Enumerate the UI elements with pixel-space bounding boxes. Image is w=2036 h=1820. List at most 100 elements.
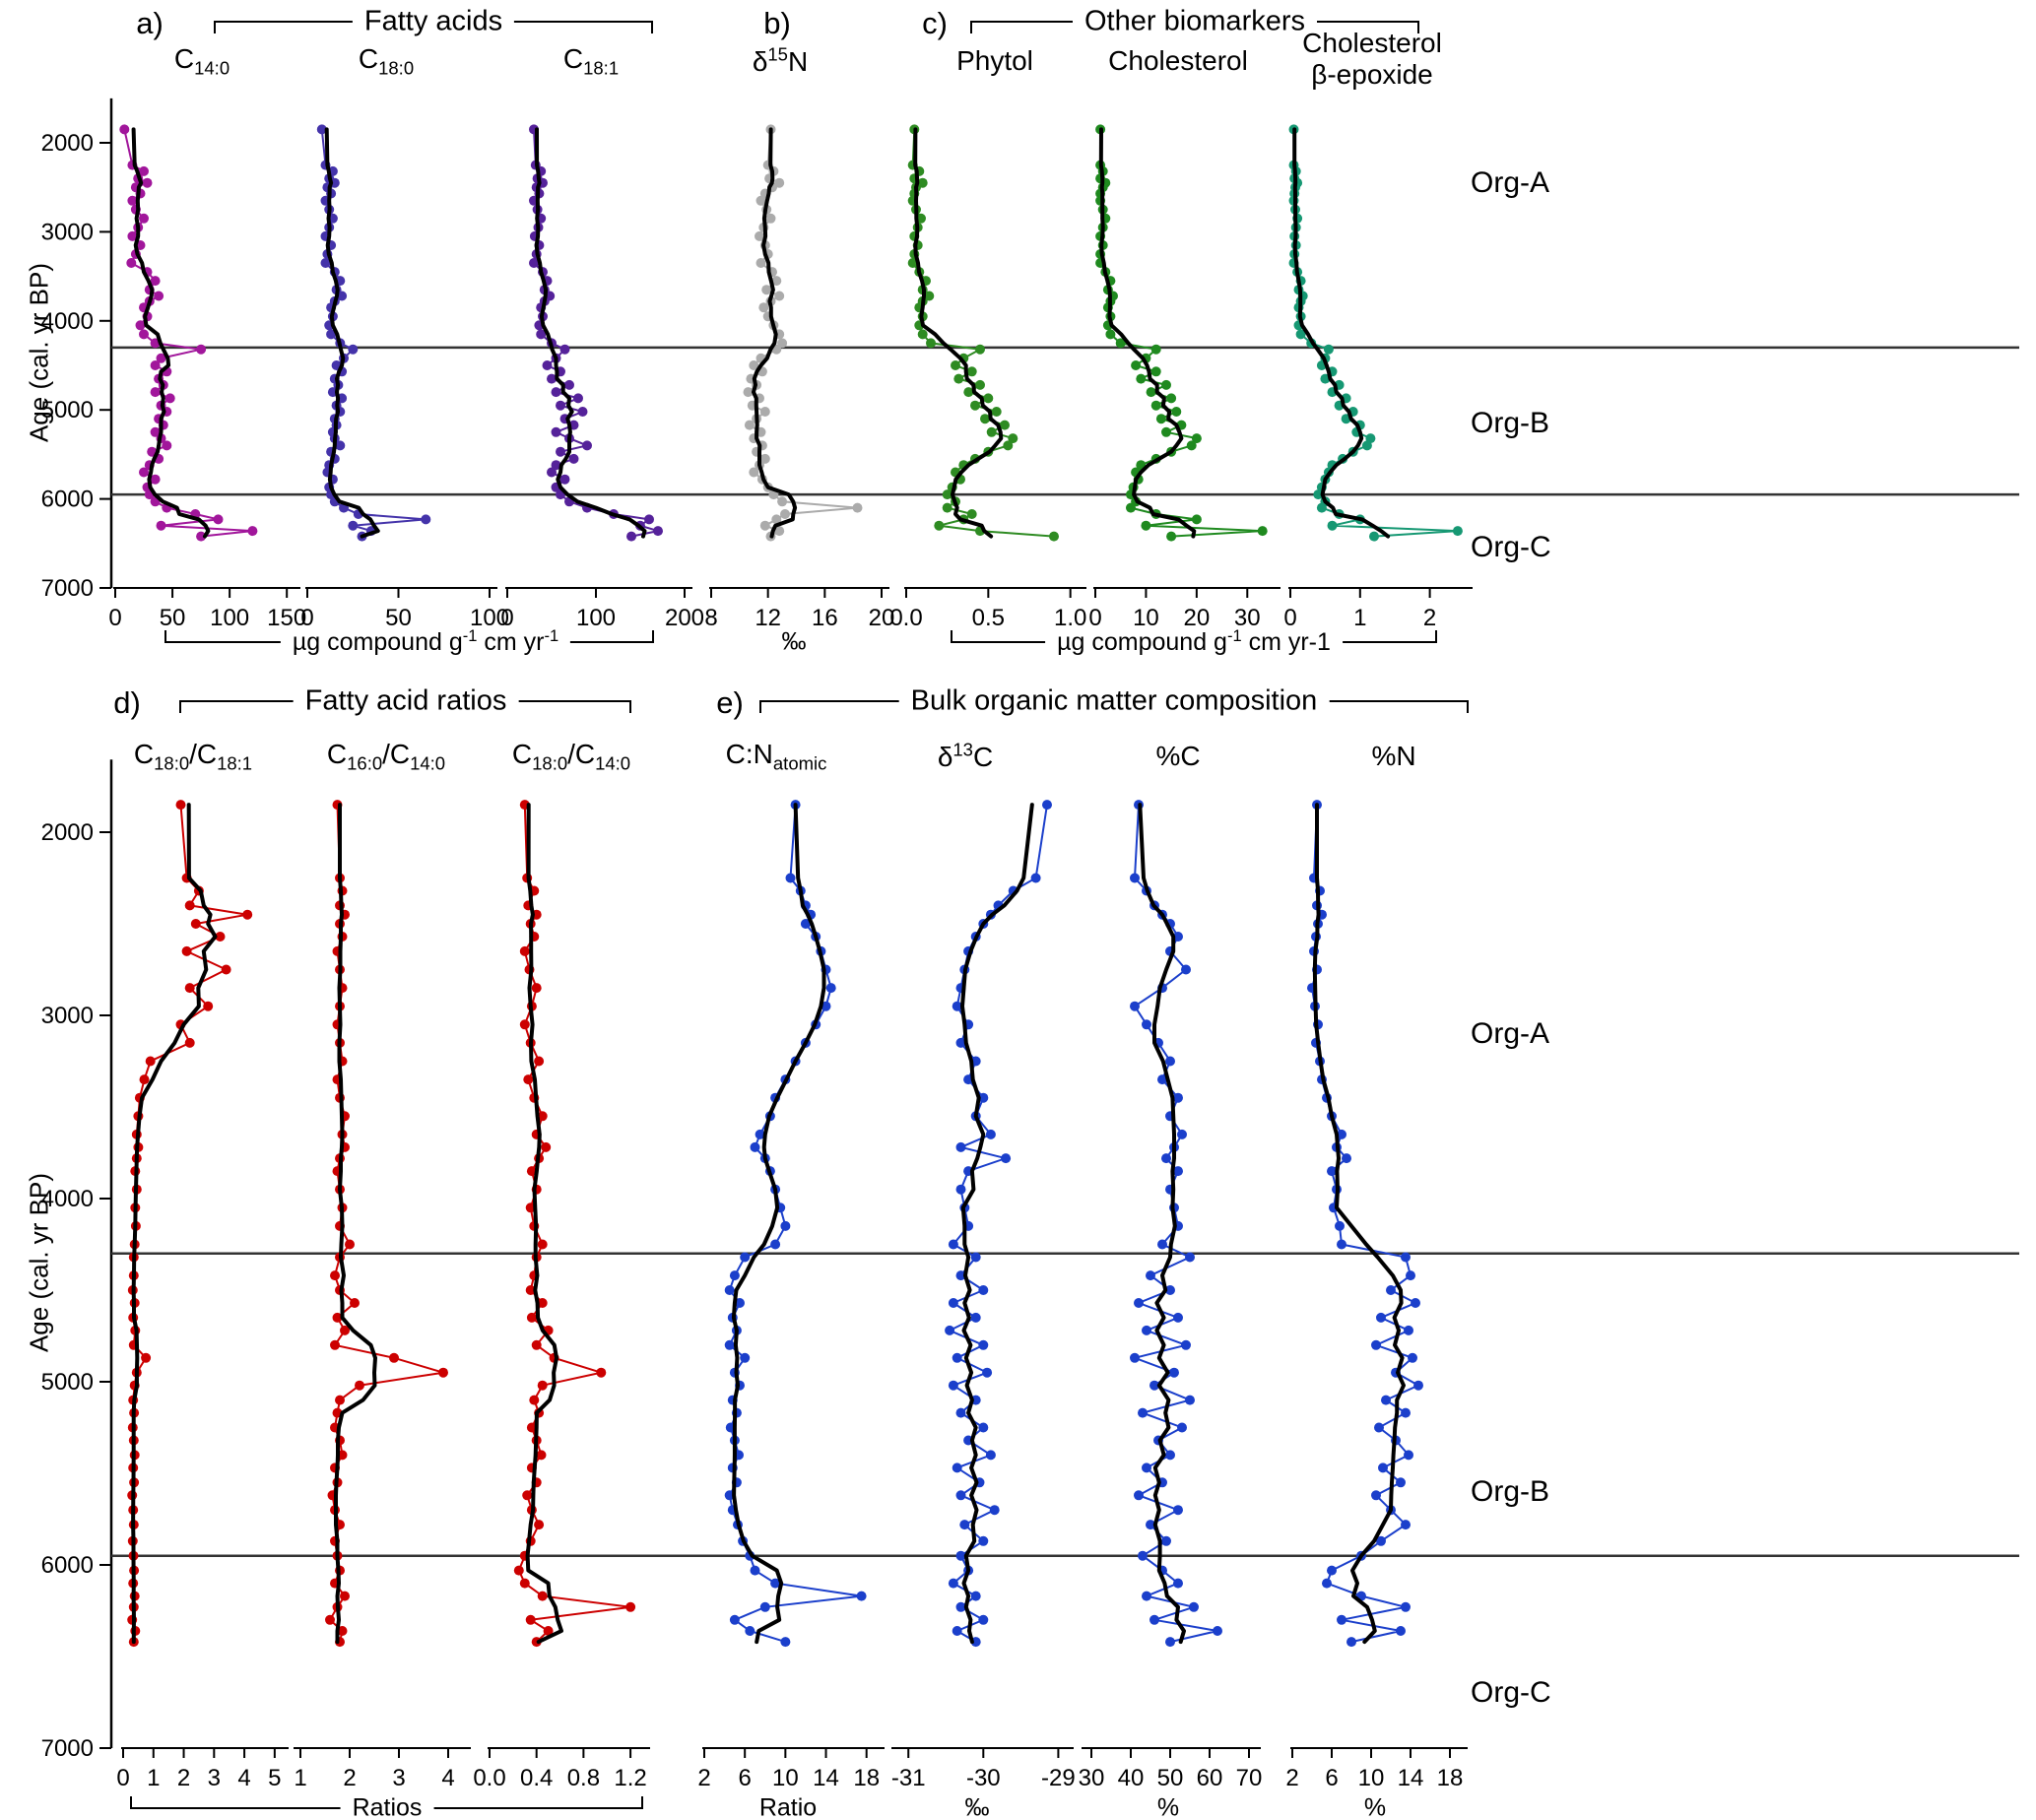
x-tick-label: 14 [1398, 1765, 1424, 1791]
smooth-line-r2 [334, 803, 377, 1645]
bracket [951, 630, 1437, 643]
age-tick-label: 3000 [41, 1003, 94, 1029]
x-tick-label: 10 [772, 1765, 799, 1791]
x-tick-label: 60 [1197, 1765, 1223, 1791]
x-tick-label: 1.0 [1054, 605, 1086, 631]
bracket [214, 21, 653, 33]
x-tick-label: 14 [813, 1765, 839, 1791]
x-tick-label: 0 [1088, 605, 1101, 631]
x-tick-label: 8 [704, 605, 717, 631]
x-tick-label: 20 [1184, 605, 1211, 631]
x-tick-label: 0 [500, 605, 513, 631]
x-tick-label: 50 [160, 605, 186, 631]
x-tick-label: 0 [1283, 605, 1296, 631]
x-tick-label: 0.4 [520, 1765, 553, 1791]
x-tick-label: -30 [966, 1765, 1001, 1791]
age-tick-label: 3000 [41, 219, 94, 245]
series-line-r1 [131, 805, 248, 1643]
x-tick-label: 100 [470, 605, 509, 631]
age-tick-label: 5000 [41, 1369, 94, 1396]
age-tick-label: 7000 [41, 1735, 94, 1762]
x-tick-label: 100 [210, 605, 249, 631]
smooth-line-cn [731, 803, 826, 1645]
bracket [164, 630, 654, 643]
series-line-r2 [328, 805, 444, 1643]
x-tick-label: 1.2 [614, 1765, 646, 1791]
age-tick-label: 6000 [41, 487, 94, 513]
smooth-line-chol [1098, 127, 1197, 539]
x-tick-label: 0 [108, 605, 121, 631]
bracket [179, 700, 631, 713]
x-tick-label: 0 [116, 1765, 129, 1791]
smooth-line-d13c [960, 803, 1034, 1645]
x-tick-label: 1 [294, 1765, 306, 1791]
x-tick-label: 40 [1118, 1765, 1145, 1791]
x-tick-label: 20 [869, 605, 895, 631]
x-tick-label: 0 [300, 605, 313, 631]
x-tick-label: 3 [392, 1765, 405, 1791]
series-line-cn [728, 805, 862, 1644]
series-line-chol [1098, 129, 1263, 538]
x-tick-label: 10 [1133, 605, 1159, 631]
x-tick-label: 4 [237, 1765, 250, 1791]
smooth-line-pc [1138, 803, 1186, 1645]
x-tick-label: 4 [441, 1765, 454, 1791]
smooth-line-r1 [131, 803, 218, 1645]
data-points-r3 [513, 800, 636, 1648]
data-points-pn [1307, 800, 1423, 1648]
x-tick-label: 10 [1358, 1765, 1385, 1791]
smooth-line-r3 [525, 803, 563, 1645]
x-tick-label: 30 [1079, 1765, 1105, 1791]
age-tick-label: 5000 [41, 397, 94, 423]
x-tick-label: 6 [1325, 1765, 1338, 1791]
x-tick-label: 2 [1285, 1765, 1298, 1791]
smooth-line-phytol [913, 127, 1004, 539]
x-tick-label: 30 [1234, 605, 1261, 631]
x-tick-label: -29 [1041, 1765, 1076, 1791]
data-points-cholep [1288, 124, 1463, 542]
bracket [130, 1796, 643, 1809]
x-tick-label: 200 [665, 605, 704, 631]
smooth-line-cholep [1292, 127, 1391, 539]
age-tick-label: 4000 [41, 308, 94, 335]
data-points-r1 [127, 800, 253, 1648]
x-tick-label: 2 [177, 1765, 190, 1791]
bracket [759, 700, 1469, 713]
x-tick-label: 100 [576, 605, 616, 631]
smooth-line-d15n [752, 127, 798, 539]
smooth-line-c18 [324, 127, 380, 539]
x-tick-label: 0.0 [889, 605, 922, 631]
x-tick-label: 3 [208, 1765, 221, 1791]
smooth-line-c14 [131, 127, 211, 539]
x-tick-label: 16 [812, 605, 838, 631]
data-points-d13c [945, 800, 1052, 1648]
x-tick-label: 1 [147, 1765, 160, 1791]
series-line-pn [1310, 805, 1421, 1644]
x-tick-label: 12 [755, 605, 781, 631]
x-tick-label: 150 [267, 605, 306, 631]
x-tick-label: 0.5 [972, 605, 1005, 631]
data-points-d15n [743, 124, 863, 542]
x-tick-label: 2 [1423, 605, 1436, 631]
bracket [970, 21, 1419, 33]
x-tick-label: 0.0 [473, 1765, 505, 1791]
x-tick-label: 70 [1236, 1765, 1263, 1791]
age-tick-label: 4000 [41, 1186, 94, 1212]
data-points-c18 [316, 124, 431, 542]
series-line-cholep [1292, 129, 1458, 538]
x-tick-label: 2 [697, 1765, 710, 1791]
smooth-line-pn [1312, 803, 1406, 1645]
age-tick-label: 6000 [41, 1552, 94, 1579]
x-tick-label: 0.8 [567, 1765, 600, 1791]
x-tick-label: 6 [738, 1765, 751, 1791]
age-tick-label: 2000 [41, 130, 94, 157]
x-tick-label: 5 [268, 1765, 281, 1791]
smooth-line-c181 [534, 127, 647, 539]
x-tick-label: 18 [1437, 1765, 1464, 1791]
x-tick-label: 50 [385, 605, 412, 631]
age-tick-label: 7000 [41, 575, 94, 602]
data-points-cn [724, 800, 867, 1648]
x-tick-label: 50 [1157, 1765, 1184, 1791]
